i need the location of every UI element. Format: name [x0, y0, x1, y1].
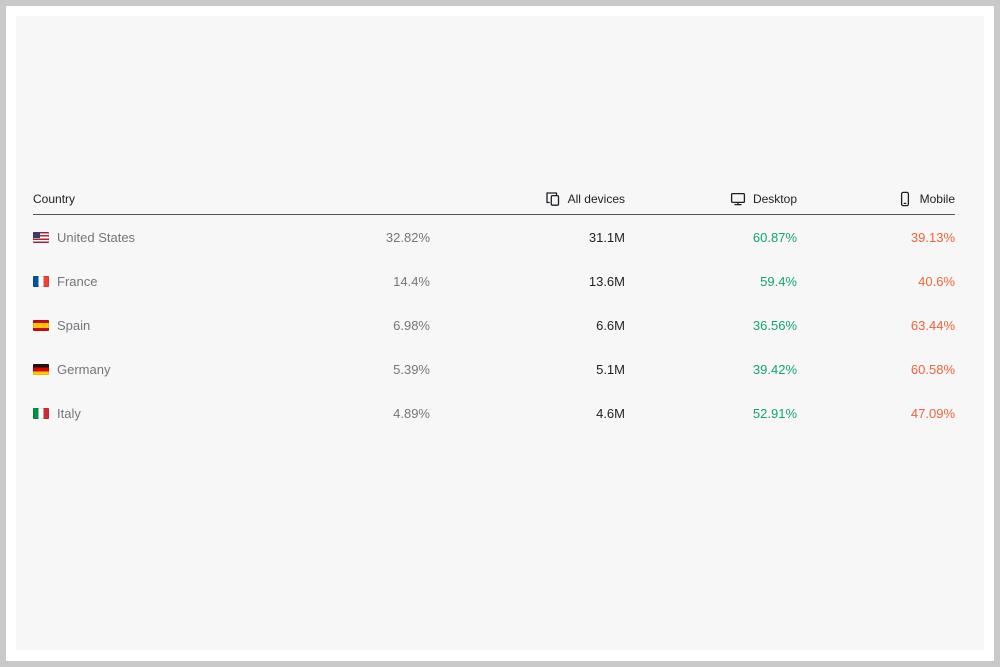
mobile-share-value: 60.58% — [910, 361, 955, 377]
desktop-share-value: 60.87% — [752, 229, 797, 245]
spain-flag-icon — [33, 319, 49, 331]
country-cell: Spain — [33, 318, 233, 333]
all-devices-value: 31.1M — [588, 229, 625, 245]
mobile-header-label: Mobile — [919, 191, 955, 206]
country-name: United States — [57, 229, 136, 245]
france-flag-icon — [33, 275, 49, 287]
country-name: France — [57, 273, 98, 289]
desktop-share-value: 59.4% — [760, 273, 797, 289]
traffic-share-value: 5.39% — [393, 361, 430, 377]
country-cell: France — [33, 274, 233, 289]
country-name: Spain — [57, 317, 91, 333]
country-cell: Germany — [33, 362, 233, 377]
column-header-desktop: Desktop — [625, 191, 797, 207]
country-cell: Italy — [33, 406, 233, 421]
mobile-phone-icon — [897, 191, 913, 207]
table-row: Germany 5.39% 5.1M 39.42% 60.58% — [33, 347, 955, 391]
column-header-all-devices: All devices — [430, 191, 625, 207]
traffic-share-value: 6.98% — [393, 317, 430, 333]
desktop-monitor-icon — [730, 191, 746, 207]
mobile-share-value: 47.09% — [910, 405, 955, 421]
country-name: Germany — [57, 361, 111, 377]
all-devices-value: 6.6M — [596, 317, 625, 333]
country-header-label: Country — [33, 191, 76, 206]
traffic-share-value: 4.89% — [393, 405, 430, 421]
content-card: Country All devices — [16, 16, 984, 650]
country-cell: United States — [33, 230, 233, 245]
traffic-share-value: 14.4% — [393, 273, 430, 289]
country-name: Italy — [57, 405, 81, 421]
desktop-header-label: Desktop — [752, 191, 797, 206]
table-header-row: Country All devices — [33, 183, 955, 215]
desktop-share-value: 39.42% — [752, 361, 797, 377]
us-flag-icon — [33, 231, 49, 243]
italy-flag-icon — [33, 407, 49, 419]
all-devices-header-label: All devices — [567, 191, 625, 206]
all-devices-value: 4.6M — [596, 405, 625, 421]
mobile-share-value: 39.13% — [910, 229, 955, 245]
mobile-share-value: 40.6% — [918, 273, 955, 289]
table-row: United States 32.82% 31.1M 60.87% 39.13% — [33, 215, 955, 259]
traffic-share-value: 32.82% — [385, 229, 430, 245]
table-body: United States 32.82% 31.1M 60.87% 39.13%… — [33, 215, 955, 435]
column-header-mobile: Mobile — [797, 191, 955, 207]
countries-table: Country All devices — [33, 183, 955, 435]
table-row: France 14.4% 13.6M 59.4% 40.6% — [33, 259, 955, 303]
all-devices-icon — [545, 191, 561, 207]
all-devices-value: 13.6M — [588, 273, 625, 289]
table-row: Italy 4.89% 4.6M 52.91% 47.09% — [33, 391, 955, 435]
desktop-share-value: 52.91% — [752, 405, 797, 421]
all-devices-value: 5.1M — [596, 361, 625, 377]
table-row: Spain 6.98% 6.6M 36.56% 63.44% — [33, 303, 955, 347]
column-header-country: Country — [33, 192, 233, 206]
germany-flag-icon — [33, 363, 49, 375]
mobile-share-value: 63.44% — [910, 317, 955, 333]
desktop-share-value: 36.56% — [752, 317, 797, 333]
